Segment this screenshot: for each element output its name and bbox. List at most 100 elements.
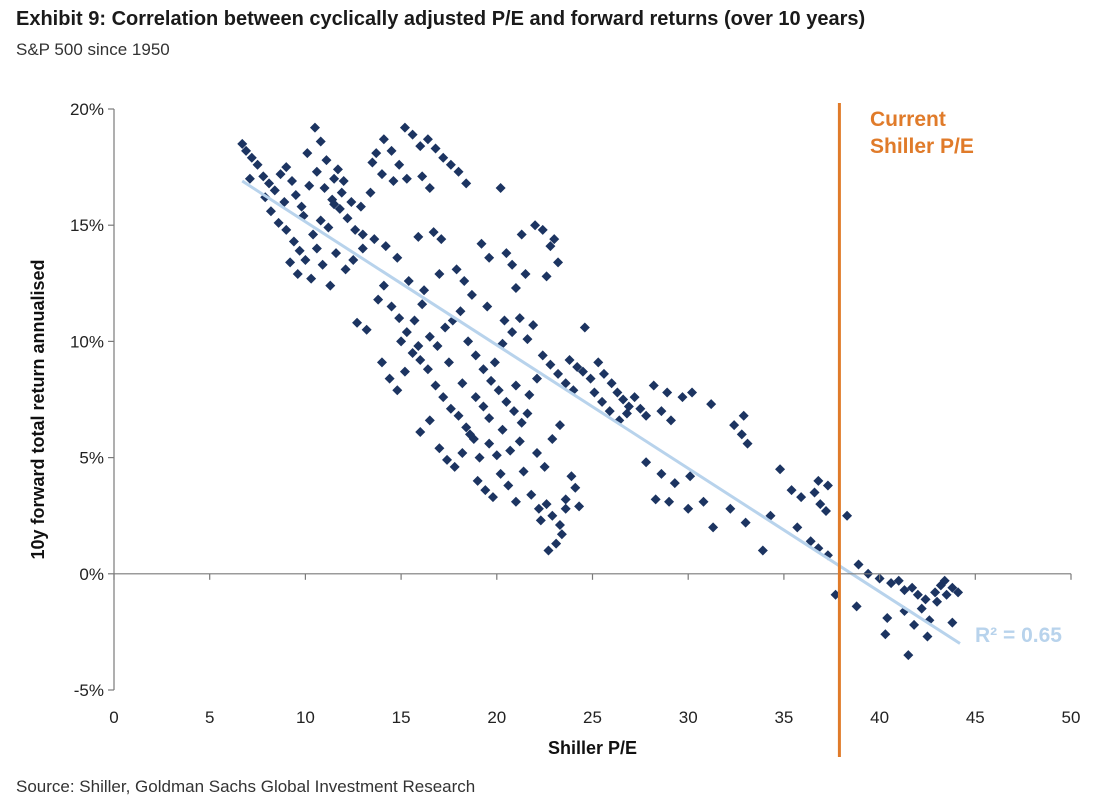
data-point [554,420,565,431]
data-point [501,396,512,407]
data-point [319,183,330,194]
data-point [332,164,343,175]
x-tick-label: 15 [392,708,411,727]
data-point [579,322,590,333]
x-tick-label: 50 [1062,708,1081,727]
data-point [361,324,372,335]
data-point [566,471,577,482]
data-point [549,234,560,245]
data-point [482,301,493,312]
data-points [237,122,964,661]
data-point [495,183,506,194]
data-point [480,485,491,496]
data-point [796,492,807,503]
data-point [378,280,389,291]
data-point [443,357,454,368]
data-point [903,650,914,661]
data-point [396,336,407,347]
data-point [729,420,740,431]
data-point [786,485,797,496]
data-point [685,471,696,482]
data-point [516,229,527,240]
data-point [882,612,893,623]
data-point [815,499,826,510]
data-point [424,183,435,194]
data-point [258,171,269,182]
data-point [484,438,495,449]
data-point [510,282,521,293]
data-point [669,478,680,489]
data-point [306,273,317,284]
data-point [912,589,923,600]
data-point [371,148,382,159]
data-point [463,336,474,347]
data-point [285,257,296,268]
data-point [920,594,931,605]
data-point [677,392,688,403]
data-point [656,468,667,479]
data-point [401,327,412,338]
data-point [315,136,326,147]
data-point [434,269,445,280]
data-point [392,252,403,263]
data-point [309,122,320,133]
data-point [518,466,529,477]
data-point [641,410,652,421]
data-point [357,229,368,240]
data-point [355,201,366,212]
data-point [373,294,384,305]
data-point [300,255,311,266]
data-point [899,585,910,596]
data-point [522,334,533,345]
data-point [388,176,399,187]
data-point [560,494,571,505]
data-point [287,176,298,187]
data-point [384,373,395,384]
data-point [336,187,347,198]
data-point [321,155,332,166]
data-point [792,522,803,533]
data-point [526,489,537,500]
data-point [706,399,717,410]
data-point [409,315,420,326]
data-point [424,331,435,342]
data-point [775,464,786,475]
data-point [357,243,368,254]
data-point [531,447,542,458]
data-point [308,229,319,240]
data-point [434,443,445,454]
scatter-plot: -5% 0% 5% 10% 15% 20% 0 5 10 15 20 25 30 35 40 45 50 Cur… [28,100,1081,758]
data-point [367,157,378,168]
data-point [491,450,502,461]
data-point [281,162,292,173]
data-point [413,341,424,352]
data-point [514,313,525,324]
data-point [470,350,481,361]
chart-title: Exhibit 9: Correlation between cyclicall… [16,8,866,30]
data-point [822,480,833,491]
data-point [275,169,286,180]
data-point [331,248,342,259]
x-tick-label: 30 [679,708,698,727]
data-point [461,422,472,433]
data-point [509,406,520,417]
data-point [932,596,943,607]
data-point [736,429,747,440]
data-point [422,364,433,375]
data-point [708,522,719,533]
data-point [907,582,918,593]
data-point [417,171,428,182]
x-tick-label: 20 [487,708,506,727]
data-point [325,280,336,291]
data-point [533,503,544,514]
x-tick-label: 10 [296,708,315,727]
data-point [564,354,575,365]
data-point [893,575,904,586]
data-point [606,378,617,389]
data-point [553,257,564,268]
data-point [279,196,290,207]
data-point [424,415,435,426]
data-point [399,366,410,377]
data-point [323,222,334,233]
data-point [541,271,552,282]
